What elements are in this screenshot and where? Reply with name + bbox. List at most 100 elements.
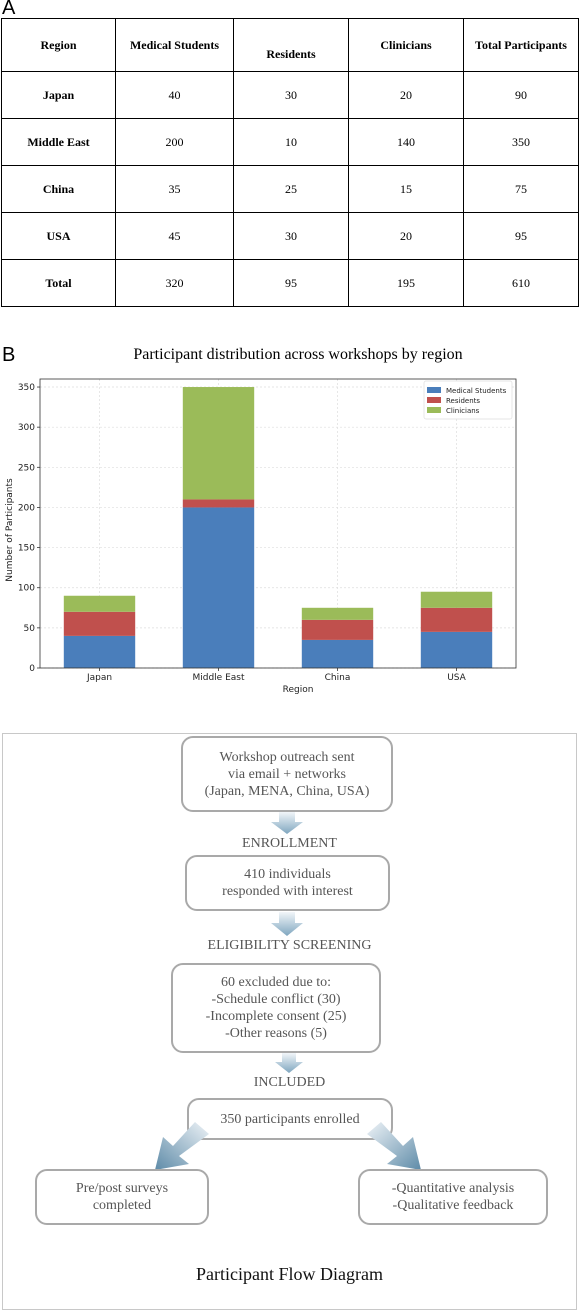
- chart-title: Participant distribution across workshop…: [133, 346, 462, 363]
- table-cell: 20: [348, 212, 464, 260]
- x-tick-label: China: [325, 673, 351, 683]
- table-row: China 35 25 15 75: [1, 165, 579, 213]
- table-cell: China: [1, 165, 116, 213]
- table-cell: 200: [115, 118, 234, 166]
- y-axis-label: Number of Participants: [5, 478, 15, 582]
- bar-segment: [301, 639, 374, 668]
- y-tick-label: 150: [18, 544, 35, 554]
- participant-table: Region Medical Students Residents Clinic…: [1, 18, 579, 307]
- chart-axes: 0 50 100 150 200 250 300 350 Japan Middle East Chi…: [18, 378, 517, 683]
- stacked-bar-chart: Participant distribution across workshop…: [5, 346, 517, 695]
- header-region: Region: [1, 18, 116, 72]
- x-axis-label: Region: [283, 685, 314, 695]
- down-arrow-icon: [271, 912, 303, 936]
- table-cell: 30: [233, 71, 349, 119]
- table-cell: Japan: [1, 71, 116, 119]
- bar-segment: [420, 591, 493, 608]
- excluded-line: -Incomplete consent (25): [205, 1009, 347, 1024]
- bar-segment: [420, 631, 493, 668]
- bar-segment: [182, 499, 255, 508]
- table-cell: 30: [233, 212, 349, 260]
- table-cell: Total: [1, 259, 116, 307]
- table-cell: 75: [463, 165, 579, 213]
- bar-segment: [63, 595, 136, 612]
- x-tick-label: USA: [447, 673, 466, 683]
- included-label: INCLUDED: [253, 1075, 326, 1090]
- surveys-line: Pre/post surveys: [75, 1181, 169, 1196]
- bar-segment: [182, 387, 255, 500]
- y-tick-label: 0: [29, 664, 35, 674]
- enrollment-label: ENROLLMENT: [242, 836, 337, 851]
- header-total-participants: Total Participants: [463, 18, 579, 72]
- analysis-line: -Quantitative analysis: [391, 1181, 515, 1196]
- outreach-line: Workshop outreach sent: [219, 749, 355, 765]
- excluded-box: 60 excluded due to: -Schedule conflict (…: [171, 963, 381, 1053]
- bar-segment: [182, 507, 255, 668]
- excluded-line: -Other reasons (5): [225, 1026, 327, 1041]
- bar-segment: [420, 607, 493, 632]
- table-cell: 140: [348, 118, 464, 166]
- y-tick-label: 200: [18, 503, 35, 513]
- screening-label: ELIGIBILITY SCREENING: [207, 938, 372, 953]
- table-cell: Middle East: [1, 118, 116, 166]
- chart-legend: Medical Students Residents Clinicians: [423, 380, 513, 420]
- y-tick-label: 350: [18, 383, 35, 393]
- header-residents-text: Residents: [266, 46, 316, 61]
- outreach-line: (Japan, MENA, China, USA): [204, 783, 370, 799]
- chart-bars: [63, 387, 493, 668]
- table-cell: 20: [348, 71, 464, 119]
- bar-segment: [63, 611, 136, 636]
- down-arrow-icon: [271, 812, 303, 834]
- x-tick-label: Middle East: [192, 673, 244, 683]
- table-cell: 45: [115, 212, 234, 260]
- outreach-line: via email + networks: [228, 766, 346, 782]
- plot-frame: [39, 378, 517, 669]
- header-residents: Residents: [233, 18, 349, 72]
- x-tick-label: Japan: [86, 673, 112, 683]
- table-cell: USA: [1, 212, 116, 260]
- table-cell: 10: [233, 118, 349, 166]
- analysis-box: -Quantitative analysis -Qualitative feed…: [358, 1169, 548, 1225]
- legend-entry: Medical Students: [446, 387, 507, 395]
- responded-box: 410 individuals responded with interest: [185, 855, 390, 911]
- table-cell: 25: [233, 165, 349, 213]
- excluded-line: 60 excluded due to:: [220, 975, 332, 990]
- diagonal-arrow-right-icon: [367, 1122, 421, 1170]
- header-medical-students: Medical Students: [115, 18, 234, 72]
- table-header-row: Region Medical Students Residents Clinic…: [1, 18, 579, 72]
- legend-swatch: [427, 397, 441, 403]
- bar-segment: [301, 607, 374, 620]
- table-row: Middle East 200 10 140 350: [1, 118, 579, 166]
- y-tick-label: 100: [18, 584, 35, 594]
- y-tick-label: 250: [18, 463, 35, 473]
- table-cell: 15: [348, 165, 464, 213]
- participant-flow-diagram: Workshop outreach sent via email + netwo…: [2, 733, 577, 1310]
- panel-label-b: B: [2, 344, 16, 366]
- surveys-box: Pre/post surveys completed: [35, 1169, 209, 1225]
- table-cell: 90: [463, 71, 579, 119]
- legend-entry: Clinicians: [446, 407, 480, 415]
- enrolled-box: 350 participants enrolled: [187, 1098, 393, 1140]
- table-cell: 95: [233, 259, 349, 307]
- table-cell: 320: [115, 259, 234, 307]
- table-row: Japan 40 30 20 90: [1, 71, 579, 119]
- down-arrow-icon: [275, 1053, 303, 1073]
- y-tick-label: 300: [18, 423, 35, 433]
- y-tick-label: 50: [24, 624, 36, 634]
- table-row: USA 45 30 20 95: [1, 212, 579, 260]
- table-cell: 350: [463, 118, 579, 166]
- bar-segment: [63, 635, 136, 668]
- header-clinicians: Clinicians: [348, 18, 464, 72]
- diagonal-arrow-left-icon: [155, 1122, 209, 1170]
- table-cell: 195: [348, 259, 464, 307]
- surveys-line: completed: [92, 1198, 152, 1213]
- bar-segment: [301, 619, 374, 640]
- responded-line: 410 individuals: [244, 867, 331, 882]
- table-cell: 40: [115, 71, 234, 119]
- table-cell: 35: [115, 165, 234, 213]
- panel-label-a: A: [2, 0, 16, 19]
- legend-entry: Residents: [446, 397, 480, 405]
- legend-frame: [423, 380, 513, 420]
- enrolled-text: 350 participants enrolled: [220, 1111, 360, 1127]
- responded-line: responded with interest: [222, 884, 353, 899]
